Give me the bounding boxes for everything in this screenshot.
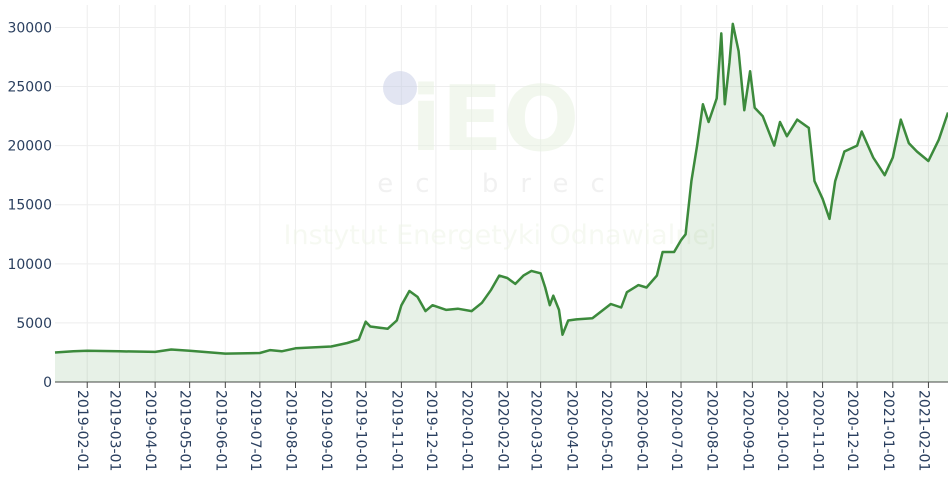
y-tick-label: 10000 (7, 257, 52, 273)
x-tick-label: 2019-07-01 (247, 390, 263, 471)
x-tick-label: 2019-02-01 (74, 390, 90, 471)
x-tick-label: 2020-09-01 (739, 390, 755, 471)
x-tick-label: 2020-05-01 (598, 390, 614, 471)
x-tick-label: 2019-09-01 (318, 390, 334, 471)
area-fill (55, 23, 948, 383)
watermark: iEO ec brec Instytut Energetyki Odnawial… (284, 67, 717, 251)
y-tick-label: 15000 (7, 198, 52, 214)
x-tick-label: 2020-06-01 (633, 390, 649, 471)
x-tick-label: 2021-01-01 (880, 390, 896, 471)
x-tick-label: 2021-02-01 (915, 390, 931, 471)
x-tick-label: 2020-03-01 (528, 390, 544, 471)
x-tick-label: 2020-12-01 (844, 390, 860, 471)
watermark-text: Instytut Energetyki Odnawialnej (284, 220, 717, 251)
x-tick-label: 2019-05-01 (177, 390, 193, 471)
x-tick-label: 2019-04-01 (142, 390, 158, 471)
watermark-dot (383, 71, 417, 105)
x-tick-label: 2020-04-01 (563, 390, 579, 471)
grid (55, 5, 948, 383)
x-tick-label: 2020-02-01 (494, 390, 510, 471)
x-tick-label: 2020-11-01 (810, 390, 826, 471)
x-tick-label: 2019-10-01 (353, 390, 369, 471)
x-tick-label: 2020-08-01 (704, 390, 720, 471)
y-tick-label: 25000 (7, 80, 52, 96)
x-tick-label: 2020-07-01 (668, 390, 684, 471)
watermark-subtitle: ec brec (377, 169, 626, 199)
x-tick-label: 2020-10-01 (774, 390, 790, 471)
x-tick-label: 2019-12-01 (423, 390, 439, 471)
line (54, 22, 948, 355)
y-tick-label: 0 (43, 375, 52, 391)
y-tick-label: 30000 (7, 20, 52, 36)
watermark-logo: iEO (411, 67, 580, 172)
x-tick-label: 2019-08-01 (283, 390, 299, 471)
x-tick-label: 2019-11-01 (388, 390, 404, 471)
x-tick-label: 2020-01-01 (459, 390, 475, 471)
x-tick-label: 2019-06-01 (212, 390, 228, 471)
x-tick-label: 2019-03-01 (106, 390, 122, 471)
y-tick-label: 20000 (7, 139, 52, 155)
y-tick-label: 5000 (16, 316, 52, 332)
